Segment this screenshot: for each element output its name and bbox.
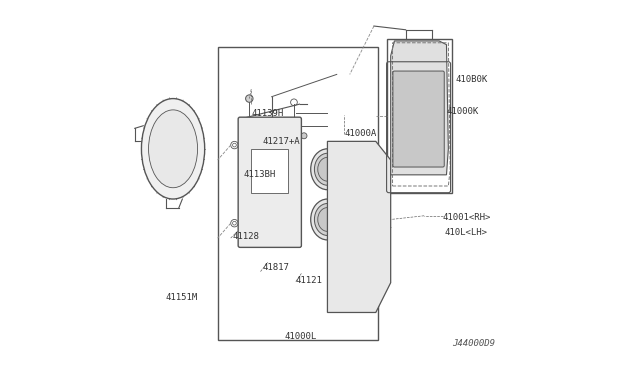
- Circle shape: [427, 78, 430, 81]
- Circle shape: [398, 92, 401, 95]
- Circle shape: [417, 119, 420, 122]
- Text: J44000D9: J44000D9: [452, 339, 495, 348]
- Ellipse shape: [250, 161, 266, 181]
- Circle shape: [408, 145, 411, 148]
- Circle shape: [408, 132, 411, 135]
- Circle shape: [188, 161, 193, 167]
- Text: 41217+A: 41217+A: [262, 137, 300, 146]
- Ellipse shape: [318, 208, 337, 231]
- FancyBboxPatch shape: [393, 71, 444, 167]
- Ellipse shape: [271, 203, 292, 229]
- Circle shape: [437, 145, 440, 148]
- Circle shape: [231, 141, 238, 149]
- Circle shape: [398, 105, 401, 108]
- Circle shape: [417, 132, 420, 135]
- Text: 41817: 41817: [262, 263, 289, 272]
- Text: 41001<RH>: 41001<RH>: [443, 213, 491, 222]
- Circle shape: [437, 78, 440, 81]
- Ellipse shape: [314, 153, 340, 185]
- Ellipse shape: [318, 157, 337, 181]
- Circle shape: [427, 105, 430, 108]
- Circle shape: [427, 132, 430, 135]
- Circle shape: [417, 158, 420, 161]
- Circle shape: [398, 158, 401, 161]
- Text: 41000L: 41000L: [285, 332, 317, 341]
- Circle shape: [287, 122, 294, 129]
- Circle shape: [154, 131, 159, 136]
- Ellipse shape: [310, 199, 344, 240]
- Circle shape: [437, 158, 440, 161]
- Polygon shape: [328, 141, 390, 312]
- Text: 410B0K: 410B0K: [456, 76, 488, 84]
- Circle shape: [166, 142, 180, 155]
- Circle shape: [188, 131, 193, 136]
- Ellipse shape: [271, 158, 292, 184]
- Circle shape: [437, 119, 440, 122]
- Circle shape: [417, 105, 420, 108]
- Circle shape: [364, 161, 376, 173]
- Text: 41151M: 41151M: [166, 293, 198, 302]
- Circle shape: [437, 132, 440, 135]
- Circle shape: [170, 177, 175, 182]
- Circle shape: [154, 161, 159, 167]
- Polygon shape: [390, 41, 449, 175]
- Ellipse shape: [274, 206, 289, 225]
- Circle shape: [427, 145, 430, 148]
- Ellipse shape: [314, 203, 340, 235]
- Circle shape: [408, 158, 411, 161]
- Ellipse shape: [148, 110, 198, 188]
- Circle shape: [408, 92, 411, 95]
- Text: 41121: 41121: [296, 276, 323, 285]
- Ellipse shape: [250, 206, 266, 225]
- Circle shape: [301, 133, 307, 139]
- Circle shape: [417, 78, 420, 81]
- Bar: [387, 39, 452, 193]
- Ellipse shape: [310, 149, 344, 190]
- Circle shape: [408, 105, 411, 108]
- Ellipse shape: [247, 158, 269, 184]
- Bar: [218, 46, 378, 340]
- Circle shape: [417, 145, 420, 148]
- Text: 41128: 41128: [232, 232, 259, 241]
- Ellipse shape: [274, 161, 289, 181]
- Circle shape: [364, 280, 376, 292]
- Ellipse shape: [141, 99, 205, 199]
- Circle shape: [231, 219, 238, 227]
- Circle shape: [427, 119, 430, 122]
- Circle shape: [427, 92, 430, 95]
- Text: 410L<LH>: 410L<LH>: [445, 228, 488, 237]
- Circle shape: [246, 95, 253, 102]
- Circle shape: [408, 119, 411, 122]
- Bar: [251, 149, 289, 193]
- Circle shape: [427, 158, 430, 161]
- Circle shape: [398, 132, 401, 135]
- Circle shape: [437, 105, 440, 108]
- Circle shape: [417, 92, 420, 95]
- Circle shape: [246, 122, 253, 129]
- Circle shape: [398, 119, 401, 122]
- Ellipse shape: [247, 203, 269, 229]
- Text: 4113BH: 4113BH: [244, 170, 276, 179]
- Circle shape: [437, 92, 440, 95]
- Text: 41139H: 41139H: [251, 109, 284, 118]
- Circle shape: [398, 78, 401, 81]
- Circle shape: [163, 138, 184, 159]
- Circle shape: [408, 78, 411, 81]
- Text: 41000K: 41000K: [447, 107, 479, 116]
- Circle shape: [170, 116, 175, 121]
- Circle shape: [398, 145, 401, 148]
- Text: 41000A: 41000A: [344, 129, 376, 138]
- FancyBboxPatch shape: [238, 117, 301, 247]
